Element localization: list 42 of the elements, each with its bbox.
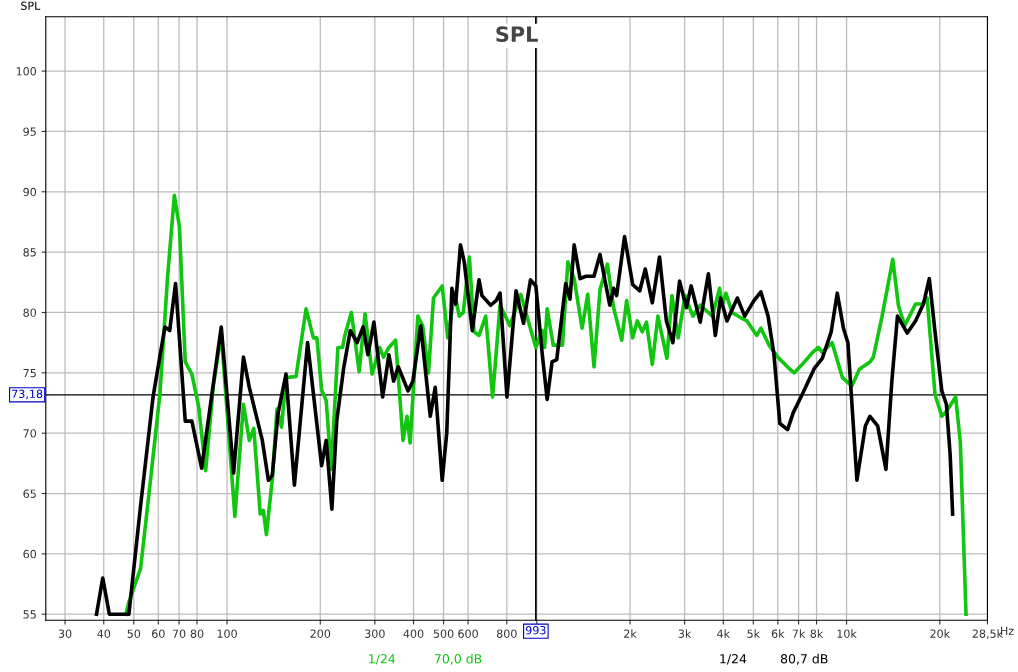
x-tick-label: 5k: [747, 629, 761, 638]
x-tick-label: 20k: [930, 629, 951, 638]
y-tick-label: 95: [23, 127, 36, 136]
x-tick-label: 6k: [771, 629, 785, 638]
x-tick-label: 300: [365, 629, 385, 638]
y-tick-label: 55: [23, 610, 36, 619]
x-tick-label: 60: [152, 629, 165, 638]
y-tick-label: 100: [16, 67, 37, 76]
x-tick-label: 3k: [678, 629, 692, 638]
y-tick-label: 65: [23, 489, 36, 498]
text: 70,0 dB: [434, 653, 482, 665]
x-tick-label: 10k: [837, 629, 857, 638]
x-tick-label: 70: [172, 629, 186, 638]
text: 1/24: [720, 654, 747, 665]
y-tick-label: 80: [23, 308, 37, 317]
y-tick-label: 85: [23, 248, 36, 257]
x-tick-label: 800: [496, 629, 517, 638]
x-tick-label: 600: [458, 629, 478, 638]
y-axis-title: SPL: [21, 1, 41, 10]
y-tick-label: 75: [23, 368, 36, 378]
x-axis-title: Hz: [1001, 626, 1014, 635]
ref-line-label: 73,18: [12, 389, 43, 400]
x-tick-label: 50: [127, 629, 141, 638]
text: 1/24: [369, 654, 396, 665]
x-tick-label: 500: [433, 629, 454, 638]
x-tick-label: 2k: [624, 629, 637, 638]
y-tick-label: 90: [23, 187, 37, 197]
x-tick-label: 40: [97, 629, 111, 638]
y-tick-label: 70: [23, 429, 37, 438]
x-tick-label: 8k: [810, 629, 824, 638]
x-tick-label: 7k: [792, 629, 806, 638]
x-tick-label: 28,5k: [972, 629, 1004, 640]
x-tick-label: 4k: [717, 629, 731, 638]
x-tick-label: 80: [190, 629, 204, 638]
x-tick-label: 30: [58, 629, 72, 638]
text: 80,7 dB: [780, 653, 828, 665]
x-tick-label: 400: [403, 629, 424, 638]
ref-line-label: 993: [525, 626, 546, 635]
y-tick-label: 60: [23, 549, 37, 559]
x-tick-label: 100: [217, 629, 237, 638]
x-tick-label: 200: [310, 629, 331, 638]
chart-title: SPL: [496, 26, 538, 42]
